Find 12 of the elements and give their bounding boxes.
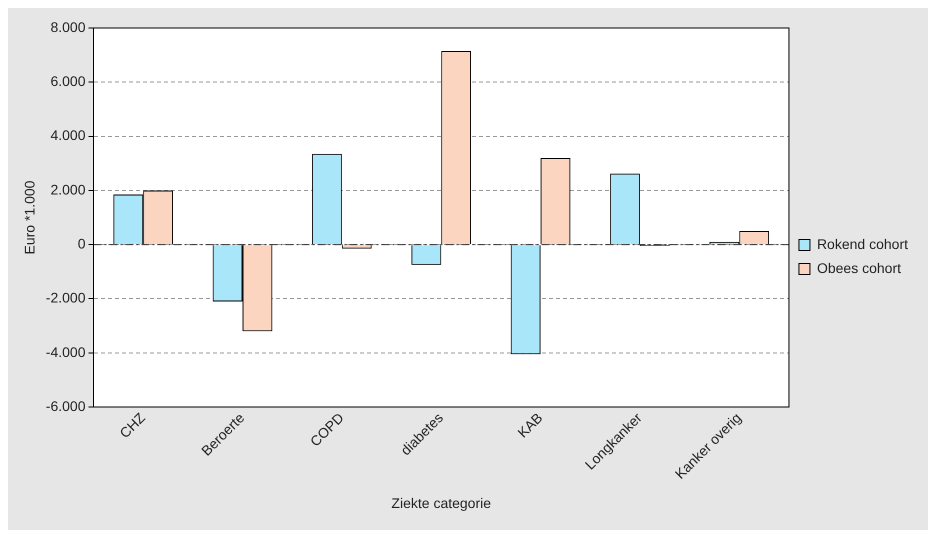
y-tick-label: 2.000 [50,181,86,198]
legend-label: Rokend cohort [816,236,908,252]
y-tick-label: -2.000 [46,290,86,306]
y-tick-label: 8.000 [50,18,86,35]
legend-label: Obees cohort [816,260,902,276]
y-axis-title: Euro *1.000 [21,180,38,254]
y-tick-label: 6.000 [50,73,86,90]
y-tick-label: -6.000 [46,398,86,414]
x-axis-title: Ziekte categorie [391,494,492,511]
y-tick-label: 0 [78,235,86,252]
y-tick-label: -4.000 [46,344,86,360]
y-tick-label: 4.000 [50,127,86,144]
